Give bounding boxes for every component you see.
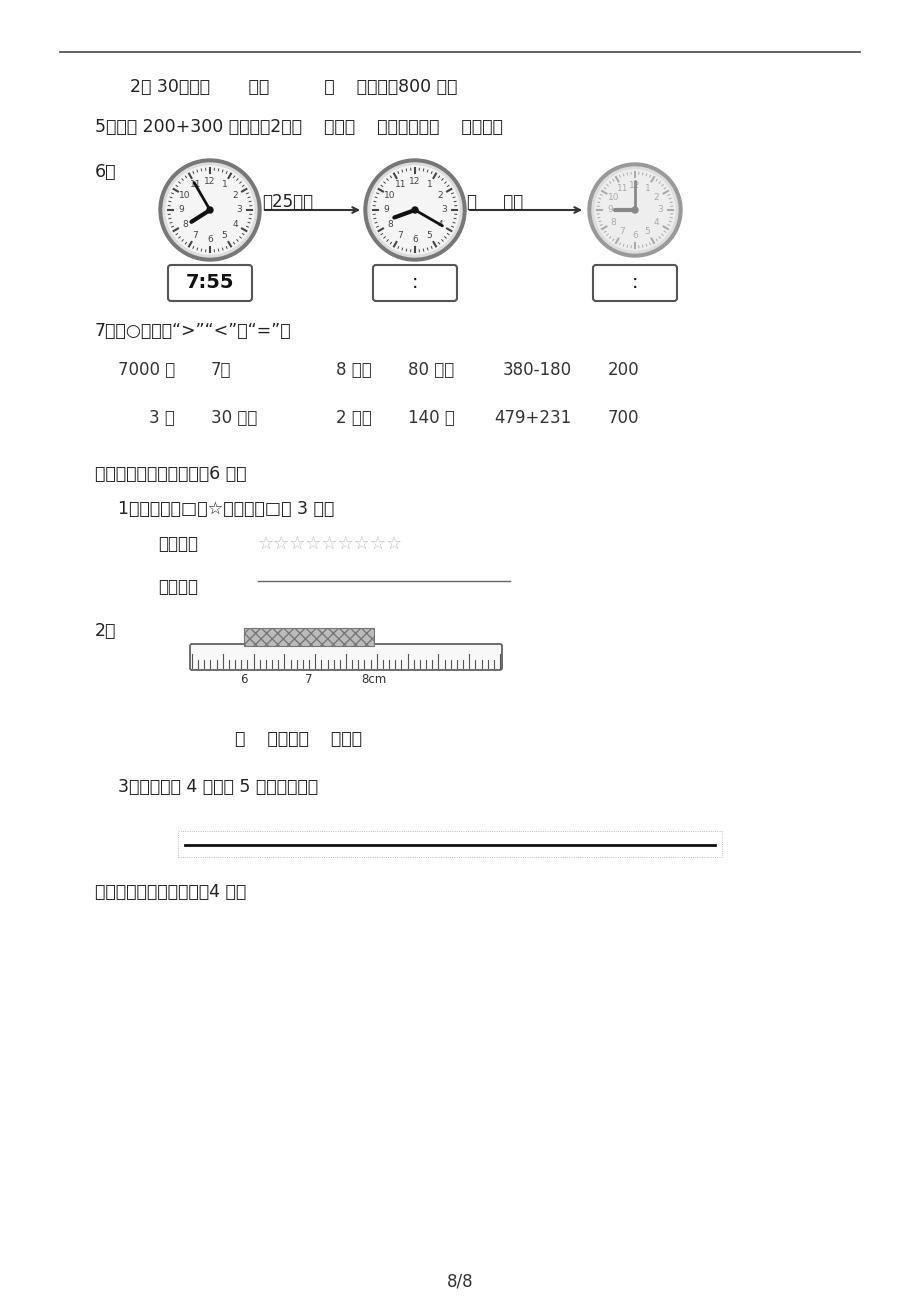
Text: 10: 10 — [179, 191, 190, 201]
Circle shape — [591, 167, 677, 253]
Text: 6: 6 — [412, 234, 417, 243]
Text: 3、画一条比 4 厘米少 5 毫米的线段。: 3、画一条比 4 厘米少 5 毫米的线段。 — [118, 779, 318, 796]
Text: 7: 7 — [397, 230, 403, 240]
Text: 1: 1 — [221, 181, 227, 189]
Text: 9: 9 — [178, 206, 184, 215]
Text: 5: 5 — [644, 227, 650, 236]
FancyBboxPatch shape — [190, 644, 502, 671]
Text: 7: 7 — [619, 227, 625, 236]
Text: 2: 2 — [653, 193, 659, 202]
Circle shape — [595, 171, 675, 250]
Text: 第一行：: 第一行： — [158, 535, 198, 553]
Circle shape — [576, 357, 602, 383]
Text: 30 分米: 30 分米 — [210, 409, 257, 427]
Text: 6: 6 — [631, 230, 637, 240]
Text: 2: 2 — [233, 191, 238, 201]
Text: 8: 8 — [182, 220, 187, 229]
Circle shape — [631, 207, 637, 214]
Text: 3 米: 3 米 — [149, 409, 175, 427]
Text: 7000 克: 7000 克 — [118, 361, 175, 379]
Text: 2、: 2、 — [95, 622, 116, 641]
Text: 700: 700 — [607, 409, 639, 427]
FancyBboxPatch shape — [244, 628, 374, 646]
Text: 8 分米: 8 分米 — [335, 361, 371, 379]
Text: 9: 9 — [607, 206, 612, 215]
Circle shape — [163, 163, 256, 256]
Text: 11: 11 — [616, 184, 628, 193]
Circle shape — [368, 163, 461, 256]
Text: 6: 6 — [207, 234, 212, 243]
Text: 8: 8 — [610, 217, 616, 227]
Text: 7吚: 7吚 — [210, 361, 232, 379]
Circle shape — [587, 163, 681, 256]
Text: 4: 4 — [437, 220, 442, 229]
Text: 3: 3 — [656, 206, 663, 215]
Text: 7、在○里填上“>”“<”或“=”。: 7、在○里填上“>”“<”或“=”。 — [95, 322, 291, 340]
Circle shape — [165, 165, 254, 254]
FancyBboxPatch shape — [372, 266, 457, 301]
Circle shape — [159, 159, 261, 260]
Text: 5: 5 — [426, 230, 432, 240]
Text: （    ）厘米（    ）毫米: （ ）厘米（ ）毫米 — [234, 730, 361, 749]
Text: ☆☆☆☆☆☆☆☆☆: ☆☆☆☆☆☆☆☆☆ — [257, 535, 403, 553]
Text: 6: 6 — [240, 673, 247, 686]
Text: 140 分: 140 分 — [407, 409, 454, 427]
Text: 1: 1 — [644, 184, 650, 193]
Text: 4: 4 — [233, 220, 238, 229]
Text: 380-180: 380-180 — [503, 361, 572, 379]
Text: 2: 2 — [437, 191, 442, 201]
Text: 4: 4 — [653, 217, 659, 227]
Text: 8: 8 — [387, 220, 392, 229]
Circle shape — [180, 405, 206, 431]
Text: 5: 5 — [221, 230, 227, 240]
Text: 7: 7 — [192, 230, 199, 240]
Text: 2分 30秒＝（       ）秒          （    ）分米＝800 毫米: 2分 30秒＝（ ）秒 （ ）分米＝800 毫米 — [130, 78, 457, 96]
Circle shape — [207, 207, 213, 214]
Text: 1: 1 — [426, 181, 432, 189]
Text: 五、连一连，找朋友。（4 分）: 五、连一连，找朋友。（4 分） — [95, 883, 246, 901]
Circle shape — [412, 207, 417, 214]
Circle shape — [180, 357, 206, 383]
Text: :: : — [631, 273, 638, 293]
Text: （     ）分: （ ）分 — [467, 193, 523, 211]
FancyBboxPatch shape — [593, 266, 676, 301]
Text: 12: 12 — [629, 181, 640, 190]
Text: 8cm: 8cm — [361, 673, 386, 686]
Text: 5、计算 200+300 时，想：2个（    ）加（    ）个百就是（    ）个百。: 5、计算 200+300 时，想：2个（ ）加（ ）个百就是（ ）个百。 — [95, 118, 503, 135]
Circle shape — [377, 405, 403, 431]
Text: （25）分: （25）分 — [262, 193, 312, 211]
Text: 12: 12 — [409, 177, 420, 185]
Text: 12: 12 — [204, 177, 215, 185]
Text: 3: 3 — [440, 206, 447, 215]
Text: 第二行：: 第二行： — [158, 578, 198, 596]
Circle shape — [377, 357, 403, 383]
Text: 200: 200 — [607, 361, 639, 379]
Text: 9: 9 — [382, 206, 389, 215]
Text: 2 小时: 2 小时 — [335, 409, 371, 427]
Text: 10: 10 — [607, 193, 618, 202]
Text: 1、第二行画□，☆的个数是□的 3 倍。: 1、第二行画□，☆的个数是□的 3 倍。 — [118, 500, 334, 518]
FancyBboxPatch shape — [168, 266, 252, 301]
Text: 479+231: 479+231 — [494, 409, 572, 427]
Text: 8/8: 8/8 — [447, 1272, 472, 1290]
Text: 11: 11 — [394, 181, 406, 189]
Circle shape — [370, 165, 459, 254]
Circle shape — [364, 159, 466, 260]
Circle shape — [576, 405, 602, 431]
Text: 7: 7 — [305, 673, 312, 686]
Text: :: : — [412, 273, 418, 293]
Text: 四、画一画，填一填。（6 分）: 四、画一画，填一填。（6 分） — [95, 465, 246, 483]
Text: 10: 10 — [384, 191, 395, 201]
Text: 3: 3 — [236, 206, 242, 215]
Text: 6、: 6、 — [95, 163, 117, 181]
Text: 11: 11 — [189, 181, 201, 189]
Text: 7:55: 7:55 — [186, 273, 234, 293]
Text: 80 毫米: 80 毫米 — [407, 361, 454, 379]
